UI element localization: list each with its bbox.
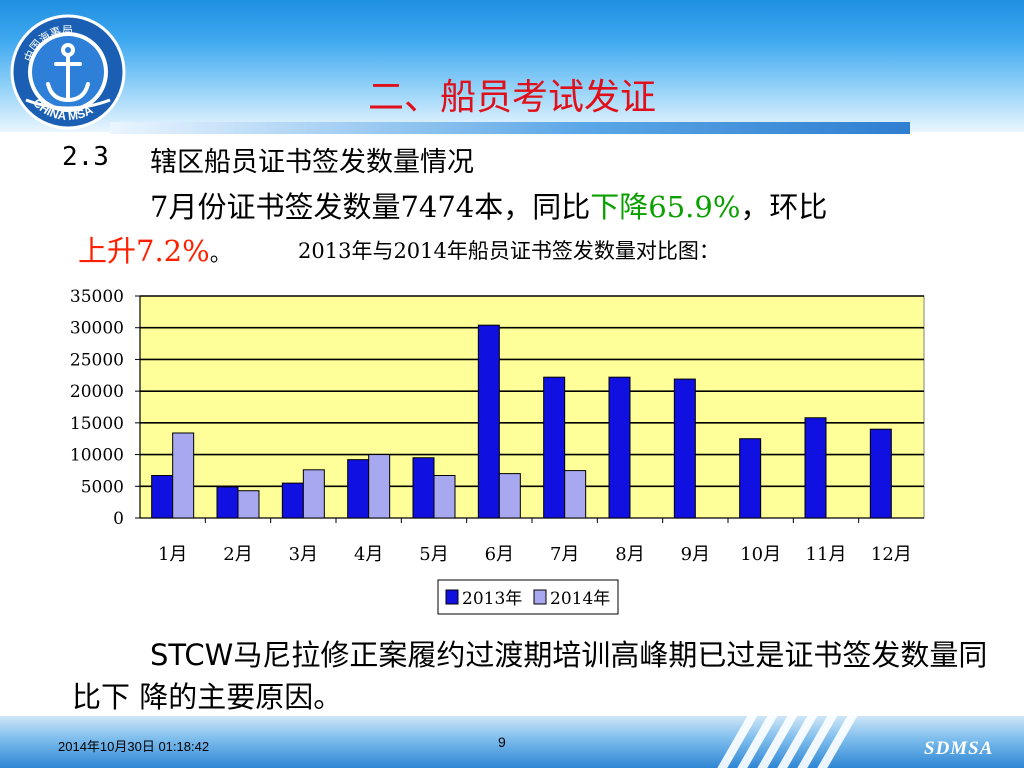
x-tick-label: 7月 [550, 544, 579, 565]
bar-2014年-6月 [498, 473, 521, 519]
page-title: 二、船员考试发证 [367, 77, 656, 118]
summary-text-1: 7月份证书签发数量7474本，同比 [150, 190, 591, 224]
legend [437, 579, 619, 615]
legend-label: 2014年 [550, 589, 610, 609]
x-tick-label: 11月 [806, 544, 847, 565]
bar-2014年-4月 [368, 454, 391, 519]
chart-caption: 2013年与2014年船员证书签发数量对比图： [298, 239, 720, 263]
bar-2013年-10月 [739, 438, 762, 519]
bar-2014年-2月 [237, 490, 260, 519]
header-stripe [110, 122, 910, 134]
conclusion-body: STCW马尼拉修正案履约过渡期培训高峰期已过是证书签发数量同比下 降的主要原因。 [72, 638, 988, 714]
bar-2013年-11月 [804, 417, 827, 519]
x-tick-label: 10月 [740, 544, 781, 565]
y-tick-label: 15000 [70, 414, 124, 434]
bar-2013年-7月 [543, 376, 566, 519]
summary-period: 。 [209, 242, 232, 267]
y-tick-label: 20000 [70, 382, 124, 402]
x-tick-label: 2月 [223, 544, 252, 565]
legend-label: 2013年 [462, 589, 522, 609]
x-tick-label: 12月 [871, 544, 912, 565]
summary-line-2: 上升7.2%。 [78, 228, 232, 270]
anchor-icon [46, 43, 90, 103]
section-number: 2.3 [62, 142, 109, 172]
section-title: 辖区船员证书签发数量情况 [150, 147, 474, 178]
x-tick-label: 8月 [615, 544, 644, 565]
x-tick-label: 5月 [419, 544, 448, 565]
bar-2013年-5月 [412, 457, 435, 519]
y-tick-label: 0 [113, 509, 124, 529]
x-tick-label: 3月 [289, 544, 318, 565]
bar-2013年-8月 [608, 376, 631, 519]
china-msa-logo: 中国海事局 CHINA MSA [10, 14, 126, 130]
decline-value: 下降65.9% [590, 190, 741, 224]
bar-2013年-9月 [673, 378, 696, 519]
bar-2014年-7月 [564, 470, 587, 519]
bar-2013年-4月 [347, 459, 370, 519]
footer-stripes [700, 716, 940, 768]
y-tick-label: 30000 [70, 319, 124, 339]
x-tick-label: 1月 [158, 544, 187, 565]
footer-datetime: 2014年10月30日 01:18:42 [58, 739, 210, 754]
y-tick-label: 25000 [70, 350, 124, 370]
page-number: 9 [498, 734, 506, 750]
y-tick-label: 5000 [81, 477, 124, 497]
bar-2013年-12月 [869, 428, 892, 519]
footer-bar [0, 716, 1024, 768]
summary-text-2: ，环比 [740, 190, 828, 224]
legend-swatch [445, 589, 459, 605]
header-banner [0, 0, 1024, 132]
bar-2013年-2月 [216, 486, 239, 519]
bar-2013年-6月 [477, 324, 500, 519]
bar-2013年-1月 [151, 475, 174, 519]
summary-line-1: 7月份证书签发数量7474本，同比下降65.9%，环比 [150, 184, 827, 226]
x-tick-label: 9月 [681, 544, 710, 565]
bar-2014年-5月 [433, 475, 456, 519]
bar-chart: 0 5000 10000 15000 20000 25000 30000 35000 1月 2月 3… [70, 287, 925, 615]
footer-brand: SDMSA [924, 738, 994, 759]
legend-swatch [533, 589, 547, 605]
conclusion-text: STCW马尼拉修正案履约过渡期培训高峰期已过是证书签发数量同比下 降的主要原因。 [72, 634, 992, 718]
y-tick-label: 35000 [70, 287, 124, 307]
bar-2014年-3月 [302, 469, 325, 519]
x-tick-label: 4月 [354, 544, 383, 565]
x-tick-label: 6月 [485, 544, 514, 565]
y-tick-label: 10000 [70, 446, 124, 466]
bar-2013年-3月 [281, 482, 304, 519]
rise-value: 上升7.2% [78, 234, 210, 268]
bar-2014年-1月 [172, 432, 195, 519]
